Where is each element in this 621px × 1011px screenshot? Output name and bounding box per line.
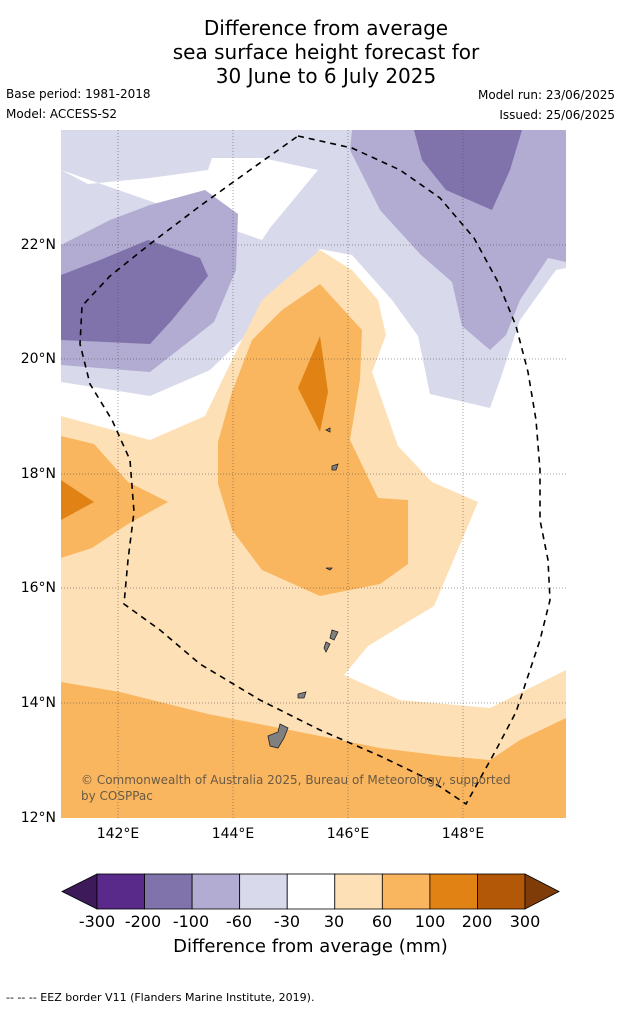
contour-pos-100-central — [298, 336, 328, 432]
cb-label-0: -300 — [78, 912, 116, 931]
lon-label-142: 142°E — [96, 826, 140, 842]
colorbar-swatch — [191, 873, 241, 910]
cb-label-3: -60 — [225, 912, 253, 931]
colorbar-swatch — [381, 873, 431, 910]
contour-pos-100-west — [61, 480, 94, 520]
contour-neg-60-ne — [350, 130, 566, 350]
contour-pos-60-west — [61, 436, 168, 558]
cb-label-2: -100 — [172, 912, 210, 931]
cb-label-9: 300 — [509, 912, 541, 931]
title-line-3: 30 June to 6 July 2025 — [215, 64, 437, 88]
colorbar-extend-high — [524, 873, 560, 910]
lon-label-148: 148°E — [441, 826, 485, 842]
lat-label-20: 20°N — [20, 351, 56, 367]
island-guam — [267, 723, 289, 749]
island-small-3 — [325, 427, 331, 433]
title-line-2: sea surface height forecast for — [172, 40, 480, 64]
contour-pos-60-central — [218, 284, 408, 596]
lat-label-12: 12°N — [20, 810, 56, 826]
island-saipan — [323, 629, 339, 653]
issued-date: Issued: 25/06/2025 — [499, 108, 615, 122]
lon-label-146: 146°E — [326, 826, 370, 842]
grid-lines — [61, 130, 566, 818]
chart-title: Difference from average sea surface heig… — [0, 16, 621, 88]
colorbar-swatch — [334, 873, 383, 910]
model-name: Model: ACCESS-S2 — [6, 107, 118, 121]
contour-neg-100-ne — [414, 130, 522, 210]
lat-label-14: 14°N — [20, 695, 56, 711]
colorbar-swatch — [96, 873, 145, 910]
copyright-notice: © Commonwealth of Australia 2025, Bureau… — [81, 773, 511, 803]
lat-label-22: 22°N — [20, 237, 56, 253]
colorbar-extend-low — [61, 873, 98, 910]
cb-label-7: 100 — [414, 912, 446, 931]
lon-label-144: 144°E — [211, 826, 255, 842]
eez-border — [79, 135, 551, 806]
colorbar-swatch — [286, 873, 336, 910]
base-period: Base period: 1981-2018 — [6, 87, 151, 101]
title-line-1: Difference from average — [203, 16, 449, 40]
colorbar-swatch — [144, 873, 193, 910]
colorbar-swatch — [477, 873, 526, 910]
lat-label-16: 16°N — [20, 580, 56, 596]
island-small-2 — [331, 463, 339, 471]
contour-pos-60-south — [61, 682, 566, 818]
island-small-1 — [325, 567, 333, 571]
contour-neg-100-nw — [61, 240, 208, 344]
cb-label-4: -30 — [273, 912, 301, 931]
cb-label-5: 30 — [323, 912, 345, 931]
cb-label-6: 60 — [371, 912, 393, 931]
colorbar-swatch — [239, 873, 288, 910]
map-field — [61, 130, 566, 818]
colorbar-swatch — [429, 873, 478, 910]
lat-label-18: 18°N — [20, 466, 56, 482]
eez-legend-note: -- -- -- EEZ border V11 (Flanders Marine… — [6, 991, 315, 1004]
model-run: Model run: 23/06/2025 — [477, 88, 615, 102]
cb-label-1: -200 — [124, 912, 162, 931]
island-rota — [297, 691, 307, 699]
colorbar-title: Difference from average (mm) — [173, 936, 448, 957]
cb-label-8: 200 — [461, 912, 493, 931]
